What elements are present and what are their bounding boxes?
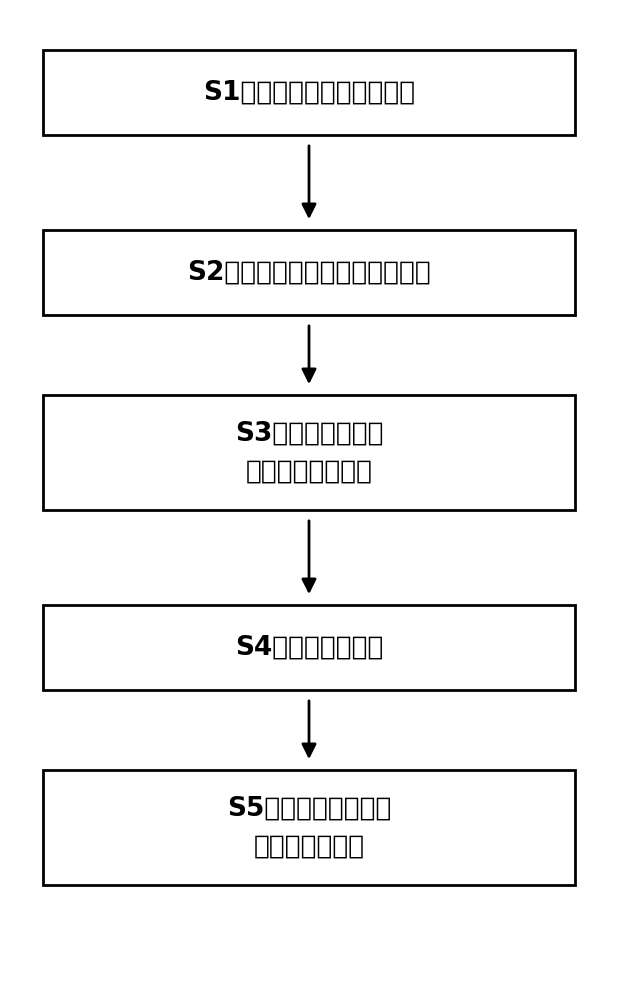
FancyBboxPatch shape: [43, 770, 575, 885]
Text: 层以及栅极材料层: 层以及栅极材料层: [245, 458, 373, 485]
FancyBboxPatch shape: [43, 395, 575, 510]
FancyBboxPatch shape: [43, 230, 575, 315]
Text: 电极以及栅电极: 电极以及栅电极: [253, 833, 365, 859]
Text: S5：制备源电极、漏: S5：制备源电极、漏: [227, 796, 391, 822]
Text: S4：制备背栅电极: S4：制备背栅电极: [235, 635, 383, 660]
Text: S1：制备双埋氧层结构基板: S1：制备双埋氧层结构基板: [203, 80, 415, 105]
FancyBboxPatch shape: [43, 605, 575, 690]
FancyBboxPatch shape: [43, 50, 575, 135]
Text: S3：制备栅极介质: S3：制备栅极介质: [235, 420, 383, 446]
Text: S2：制备源区、沟道区以及漏区: S2：制备源区、沟道区以及漏区: [187, 259, 431, 286]
